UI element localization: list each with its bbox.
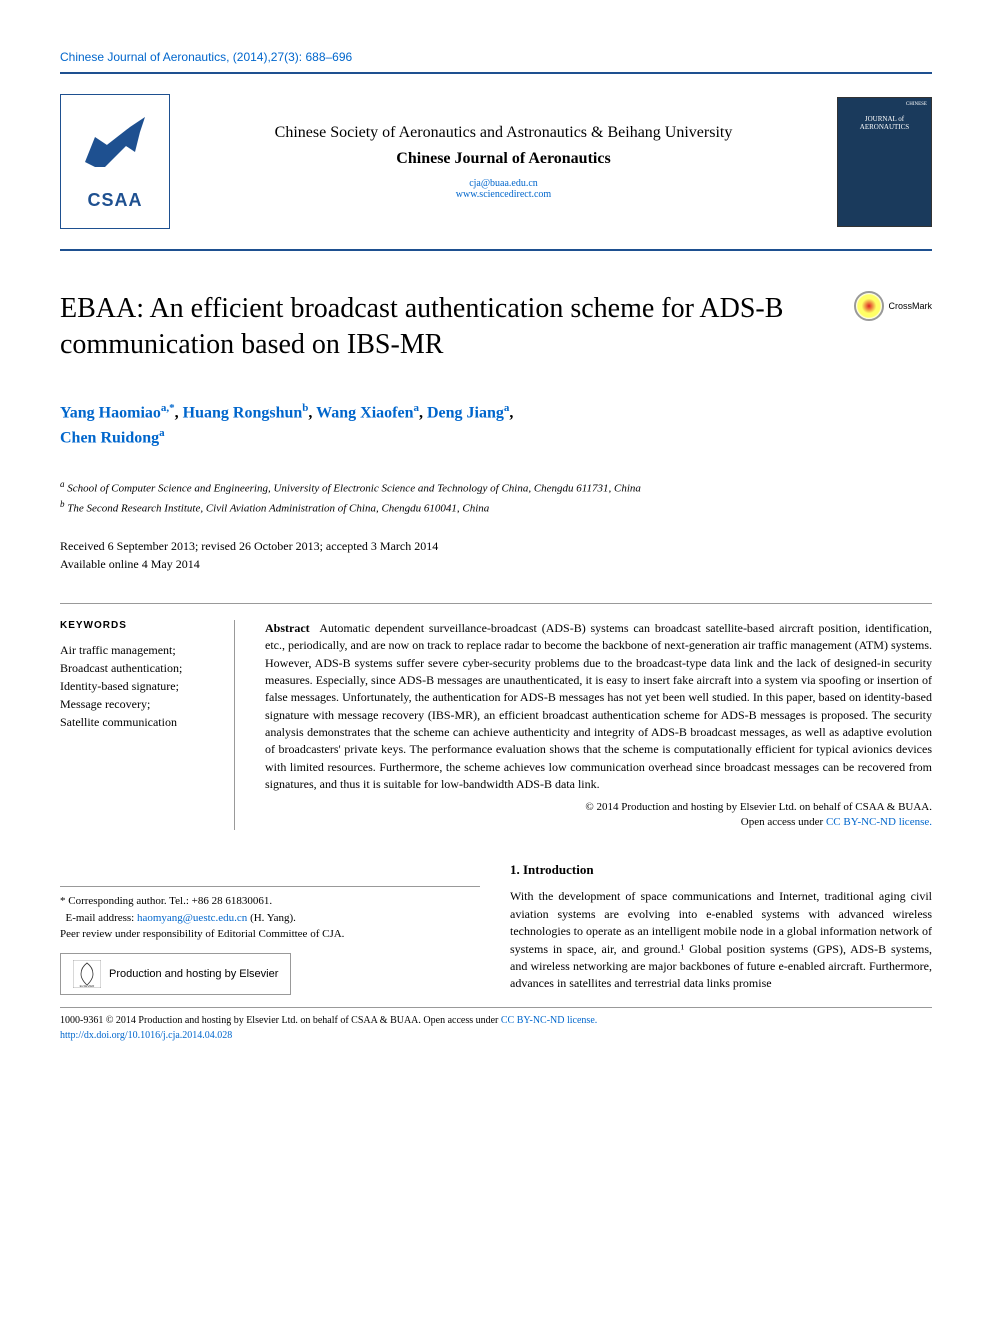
- csaa-logo: CSAA: [60, 94, 170, 229]
- author-list: Yang Haomiaoa,*, Huang Rongshunb, Wang X…: [60, 400, 932, 451]
- email-label: E-mail address:: [66, 912, 137, 924]
- author-3-sup: a: [413, 402, 419, 414]
- keyword-4: Message recovery;: [60, 695, 220, 713]
- svg-text:ELSEVIER: ELSEVIER: [80, 984, 96, 988]
- intro-paragraph: With the development of space communicat…: [510, 888, 932, 992]
- journal-name: Chinese Journal of Aeronautics: [190, 150, 817, 168]
- keyword-5: Satellite communication: [60, 713, 220, 731]
- footer-license-prefix: Open access under: [423, 1015, 500, 1026]
- keywords-heading: KEYWORDS: [60, 620, 220, 631]
- affiliation-b: b The Second Research Institute, Civil A…: [60, 498, 932, 517]
- footer-license-link[interactable]: CC BY-NC-ND license.: [501, 1015, 597, 1026]
- article-dates: Received 6 September 2013; revised 26 Oc…: [60, 537, 932, 573]
- plane-icon: [80, 112, 150, 182]
- keyword-2: Broadcast authentication;: [60, 659, 220, 677]
- license-link[interactable]: CC BY-NC-ND license.: [826, 816, 932, 828]
- journal-citation[interactable]: Chinese Journal of Aeronautics, (2014),2…: [60, 50, 932, 64]
- received-date: Received 6 September 2013; revised 26 Oc…: [60, 537, 932, 555]
- author-1[interactable]: Yang Haomiao: [60, 404, 161, 421]
- elsevier-logo-icon: ELSEVIER: [73, 960, 101, 988]
- divider-top: [60, 72, 932, 74]
- author-2[interactable]: Huang Rongshun: [183, 404, 303, 421]
- header-center: Chinese Society of Aeronautics and Astro…: [190, 124, 817, 200]
- elsevier-hosting-box: ELSEVIER Production and hosting by Elsev…: [60, 953, 291, 995]
- crossmark-badge[interactable]: CrossMark: [854, 291, 932, 321]
- csaa-label: CSAA: [87, 190, 142, 211]
- divider-bottom: [60, 249, 932, 251]
- abstract-section: Abstract Automatic dependent surveillanc…: [265, 620, 932, 831]
- keywords-section: KEYWORDS Air traffic management; Broadca…: [60, 620, 235, 831]
- keyword-3: Identity-based signature;: [60, 677, 220, 695]
- author-1-sup: a,*: [161, 402, 175, 414]
- corr-marker: *: [60, 895, 66, 907]
- footer-issn: 1000-9361 © 2014 Production and hosting …: [60, 1015, 423, 1026]
- crossmark-label: CrossMark: [888, 301, 932, 311]
- introduction-section: 1. Introduction With the development of …: [510, 862, 932, 995]
- license-prefix: Open access under: [741, 816, 826, 828]
- keyword-1: Air traffic management;: [60, 641, 220, 659]
- online-date: Available online 4 May 2014: [60, 555, 932, 573]
- copyright-line1: © 2014 Production and hosting by Elsevie…: [265, 800, 932, 815]
- page-footer: 1000-9361 © 2014 Production and hosting …: [60, 1007, 932, 1043]
- journal-header: CSAA Chinese Society of Aeronautics and …: [60, 82, 932, 241]
- author-5[interactable]: Chen Ruidong: [60, 429, 159, 446]
- author-4-sup: a: [504, 402, 510, 414]
- journal-email-link[interactable]: cja@buaa.edu.cn: [190, 178, 817, 189]
- author-2-sup: b: [302, 402, 308, 414]
- cover-title: JOURNAL of AERONAUTICS: [842, 115, 927, 131]
- author-3[interactable]: Wang Xiaofen: [316, 404, 413, 421]
- corr-author: Corresponding author. Tel.: +86 28 61830…: [68, 895, 272, 907]
- corr-email-link[interactable]: haomyang@uestc.edu.cn: [137, 912, 247, 924]
- author-4[interactable]: Deng Jiang: [427, 404, 504, 421]
- affiliations: a School of Computer Science and Enginee…: [60, 478, 932, 516]
- society-name: Chinese Society of Aeronautics and Astro…: [190, 124, 817, 142]
- affiliation-a: a School of Computer Science and Enginee…: [60, 478, 932, 497]
- doi-link[interactable]: http://dx.doi.org/10.1016/j.cja.2014.04.…: [60, 1030, 232, 1041]
- crossmark-icon: [854, 291, 884, 321]
- article-title: EBAA: An efficient broadcast authenticat…: [60, 291, 839, 364]
- correspondence-section: * Corresponding author. Tel.: +86 28 618…: [60, 886, 480, 995]
- intro-heading: 1. Introduction: [510, 862, 932, 878]
- copyright-notice: © 2014 Production and hosting by Elsevie…: [265, 800, 932, 831]
- journal-url-link[interactable]: www.sciencedirect.com: [190, 189, 817, 200]
- journal-cover: CHINESE JOURNAL of AERONAUTICS: [837, 97, 932, 227]
- hosting-text: Production and hosting by Elsevier: [109, 966, 278, 983]
- abstract-text: Abstract Automatic dependent surveillanc…: [265, 620, 932, 794]
- author-5-sup: a: [159, 427, 165, 439]
- email-suffix: (H. Yang).: [247, 912, 296, 924]
- peer-review-note: Peer review under responsibility of Edit…: [60, 926, 480, 943]
